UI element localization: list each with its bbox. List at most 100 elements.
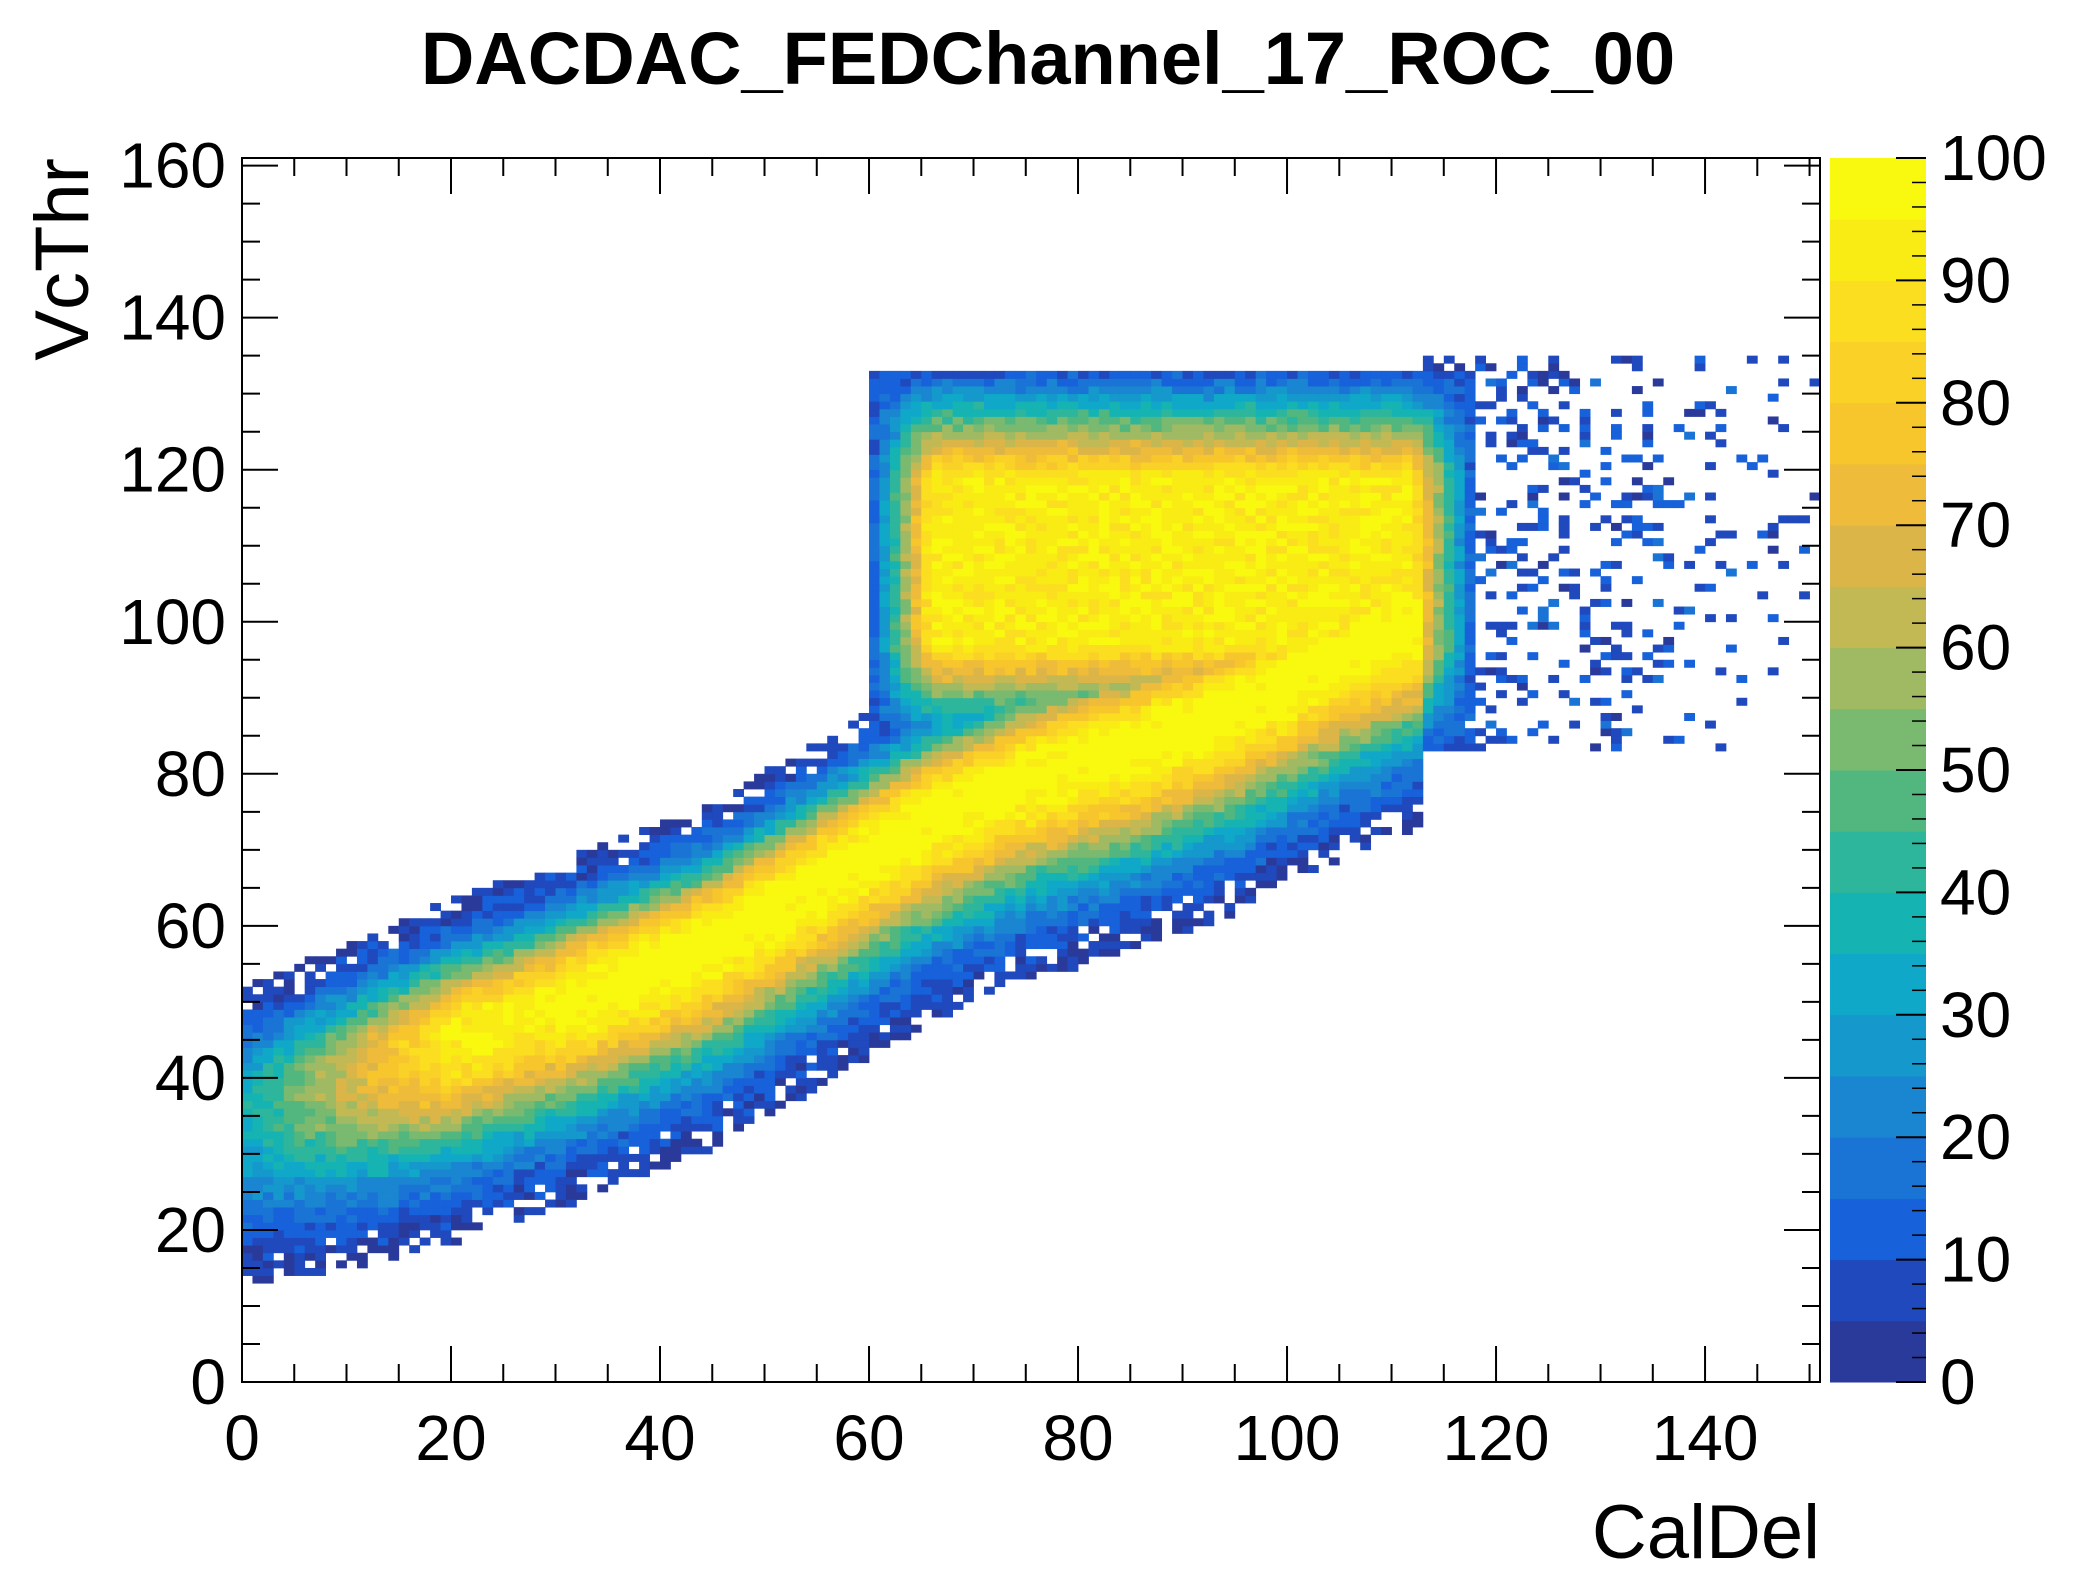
heatmap-cell	[743, 1009, 755, 1018]
heatmap-cell	[607, 925, 619, 934]
heatmap-cell	[409, 1001, 421, 1010]
heatmap-cell	[1025, 735, 1037, 744]
heatmap-cell	[534, 971, 546, 980]
heatmap-cell	[994, 811, 1006, 820]
heatmap-cell	[1161, 408, 1173, 417]
heatmap-cell	[1004, 583, 1016, 592]
heatmap-cell	[524, 903, 536, 912]
heatmap-cell	[377, 1123, 389, 1132]
heatmap-cell	[827, 941, 839, 950]
heatmap-cell	[1172, 469, 1183, 478]
heatmap-cell	[1151, 766, 1163, 775]
heatmap-cell	[555, 1138, 567, 1147]
heatmap-cell	[1151, 705, 1163, 714]
heatmap-cell	[1025, 933, 1037, 942]
heatmap-cell	[1130, 895, 1142, 904]
heatmap-cell	[712, 1001, 724, 1010]
heatmap-cell	[869, 598, 880, 607]
heatmap-cell	[1109, 469, 1121, 478]
heatmap-cell	[283, 1024, 295, 1033]
heatmap-cell	[733, 865, 745, 874]
heatmap-cell	[910, 735, 922, 744]
heatmap-cell	[513, 1138, 525, 1147]
heatmap-cell	[1182, 644, 1194, 653]
heatmap-cell	[754, 880, 765, 889]
heatmap-cell	[388, 1115, 400, 1124]
heatmap-cell	[931, 576, 943, 585]
heatmap-cell	[764, 872, 776, 881]
heatmap-cell	[545, 1017, 556, 1026]
heatmap-cell	[367, 979, 379, 988]
heatmap-cell	[973, 507, 985, 516]
heatmap-cell	[1172, 849, 1183, 858]
heatmap-cell	[952, 583, 964, 592]
heatmap-cell	[910, 758, 922, 767]
heatmap-cell	[806, 948, 818, 957]
heatmap-cell	[858, 834, 870, 843]
heatmap-cell	[754, 1085, 765, 1094]
heatmap-cell	[942, 401, 954, 410]
heatmap-cell	[983, 986, 995, 995]
heatmap-cell	[1130, 789, 1142, 798]
heatmap-cell	[430, 1077, 441, 1086]
heatmap-cell	[1088, 903, 1100, 912]
heatmap-cell	[524, 1108, 536, 1117]
heatmap-cell	[1046, 705, 1058, 714]
heatmap-cell	[983, 941, 995, 950]
heatmap-cell	[983, 538, 995, 547]
heatmap-cell	[701, 1024, 713, 1033]
heatmap-cell	[712, 1017, 724, 1026]
heatmap-cell	[1151, 933, 1163, 942]
heatmap-cell	[1119, 416, 1131, 425]
heatmap-cell	[764, 1100, 776, 1109]
heatmap-cell	[283, 1222, 295, 1231]
heatmap-cell	[1098, 439, 1110, 448]
heatmap-cell	[524, 1077, 536, 1086]
heatmap-cell	[1140, 804, 1152, 813]
heatmap-cell	[733, 811, 745, 820]
heatmap-cell	[1109, 735, 1121, 744]
heatmap-cell	[983, 553, 995, 562]
heatmap-cell	[879, 591, 891, 600]
heatmap-cell	[921, 811, 933, 820]
heatmap-cell	[1140, 712, 1152, 721]
heatmap-cell	[1057, 530, 1068, 539]
heatmap-cell	[1172, 462, 1183, 471]
heatmap-cell	[618, 872, 630, 881]
heatmap-cell	[576, 1115, 588, 1124]
heatmap-cell	[471, 994, 483, 1003]
heatmap-cell	[1172, 370, 1183, 379]
heatmap-cell	[618, 1100, 630, 1109]
heatmap-cell	[942, 811, 954, 820]
heatmap-cell	[628, 865, 640, 874]
heatmap-cell	[774, 865, 786, 874]
heatmap-cell	[701, 1055, 713, 1064]
heatmap-cell	[607, 887, 619, 896]
heatmap-cell	[952, 963, 964, 972]
heatmap-cell	[774, 963, 786, 972]
heatmap-cell	[1036, 370, 1048, 379]
heatmap-cell	[1015, 865, 1027, 874]
heatmap-cell	[356, 1176, 368, 1185]
heatmap-cell	[774, 811, 786, 820]
heatmap-cell	[691, 849, 703, 858]
heatmap-cell	[1067, 515, 1079, 524]
heatmap-cell	[1004, 781, 1016, 790]
heatmap-cell	[1140, 424, 1152, 433]
heatmap-cell	[430, 1199, 441, 1208]
heatmap-cell	[545, 1131, 556, 1140]
heatmap-cell	[827, 804, 839, 813]
heatmap-cell	[1140, 545, 1152, 554]
heatmap-cell	[785, 933, 797, 942]
heatmap-cell	[1130, 469, 1142, 478]
heatmap-cell	[586, 1108, 598, 1117]
heatmap-cell	[680, 849, 692, 858]
heatmap-cell	[367, 1047, 379, 1056]
heatmap-cell	[1015, 553, 1027, 562]
heatmap-cell	[262, 1062, 274, 1071]
heatmap-cell	[942, 462, 954, 471]
heatmap-cell	[388, 925, 400, 934]
heatmap-cell	[1025, 614, 1037, 623]
heatmap-cell	[649, 1077, 661, 1086]
heatmap-cell	[1057, 370, 1068, 379]
